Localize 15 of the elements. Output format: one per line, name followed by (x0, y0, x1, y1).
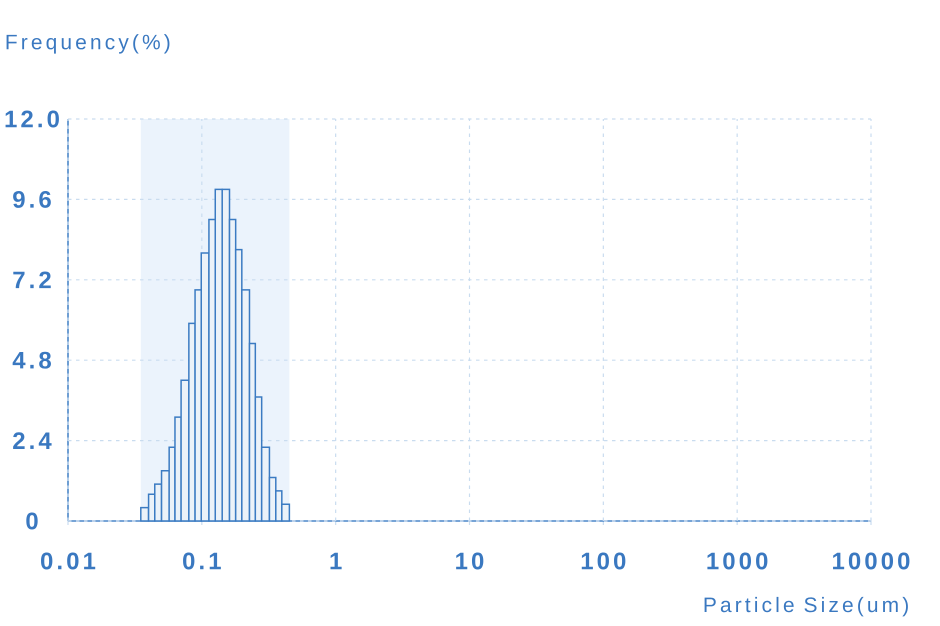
x-tick-label: 1 (330, 552, 342, 570)
x-tick-label: 0.01 (41, 552, 96, 570)
y-tick-label: 0 (26, 512, 38, 530)
x-axis-title: Particle Size(um) (704, 596, 908, 616)
x-tick-label: 100 (582, 552, 626, 570)
x-tick-label: 0.1 (183, 552, 221, 570)
y-tick-label: 4.8 (12, 352, 51, 369)
y-axis-title: Frequency(%) (6, 34, 170, 54)
x-tick-label: 1000 (707, 552, 768, 570)
x-tick-label: 10000 (833, 552, 910, 570)
y-tick-label: 9.6 (13, 190, 51, 208)
y-tick-label: 7.2 (13, 271, 51, 288)
y-tick-label: 12.0 (6, 110, 59, 128)
y-tick-label: 2.4 (13, 432, 52, 449)
x-tick-label: 10 (456, 552, 484, 570)
